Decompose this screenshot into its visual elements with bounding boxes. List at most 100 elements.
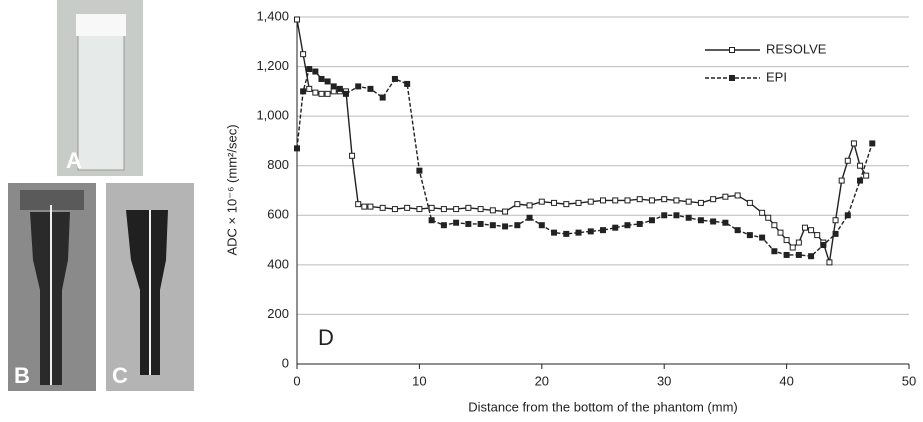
marker bbox=[765, 214, 772, 221]
marker bbox=[759, 209, 766, 216]
marker bbox=[722, 219, 729, 226]
marker bbox=[404, 204, 411, 211]
marker bbox=[661, 212, 668, 219]
marker bbox=[636, 220, 643, 227]
marker bbox=[648, 197, 655, 204]
marker bbox=[502, 223, 509, 230]
vial bbox=[77, 21, 125, 171]
marker bbox=[746, 199, 753, 206]
marker bbox=[685, 198, 692, 205]
marker bbox=[808, 227, 815, 234]
marker bbox=[428, 204, 435, 211]
marker bbox=[600, 227, 606, 234]
marker bbox=[624, 197, 631, 204]
marker bbox=[777, 229, 784, 236]
marker bbox=[367, 85, 374, 92]
y-axis-label: ADC × 10⁻⁶ (mm²/sec) bbox=[224, 124, 239, 255]
marker bbox=[477, 206, 484, 213]
marker bbox=[465, 204, 472, 211]
legend-label: RESOLVE bbox=[766, 41, 827, 56]
marker bbox=[857, 177, 864, 184]
marker bbox=[514, 222, 521, 229]
x-axis-label: Distance from the bottom of the phantom … bbox=[468, 399, 738, 414]
marker bbox=[294, 145, 300, 152]
legend-label: EPI bbox=[766, 69, 787, 84]
marker bbox=[826, 259, 833, 266]
marker bbox=[710, 196, 717, 203]
marker bbox=[759, 234, 766, 241]
marker bbox=[563, 230, 570, 237]
marker bbox=[330, 83, 337, 90]
marker bbox=[587, 228, 594, 235]
marker bbox=[300, 88, 307, 95]
marker bbox=[814, 232, 821, 239]
photo-label: B bbox=[14, 363, 30, 388]
legend-marker bbox=[729, 47, 735, 53]
marker bbox=[465, 220, 472, 227]
marker bbox=[771, 248, 778, 255]
marker bbox=[600, 197, 606, 204]
marker bbox=[869, 140, 876, 147]
marker bbox=[795, 251, 802, 258]
marker bbox=[734, 192, 741, 199]
marker bbox=[526, 202, 533, 209]
marker bbox=[857, 162, 864, 169]
marker bbox=[551, 229, 558, 236]
marker bbox=[838, 177, 845, 184]
marker bbox=[336, 85, 343, 92]
y-tick-label: 600 bbox=[267, 207, 289, 222]
marker bbox=[318, 75, 325, 82]
marker bbox=[697, 217, 704, 224]
marker bbox=[697, 199, 704, 206]
marker bbox=[330, 88, 337, 95]
marker bbox=[612, 197, 619, 204]
marker bbox=[477, 220, 484, 227]
marker bbox=[863, 172, 870, 179]
marker bbox=[575, 199, 582, 206]
marker bbox=[379, 204, 386, 211]
marker bbox=[367, 203, 374, 210]
marker bbox=[440, 206, 447, 213]
marker bbox=[300, 51, 307, 58]
y-tick-label: 200 bbox=[267, 306, 289, 321]
marker bbox=[391, 75, 398, 82]
marker bbox=[306, 66, 313, 73]
marker bbox=[789, 244, 796, 251]
marker bbox=[514, 201, 521, 208]
marker bbox=[453, 206, 460, 213]
marker bbox=[312, 68, 319, 75]
vial-cap bbox=[76, 14, 126, 36]
y-tick-label: 0 bbox=[282, 355, 289, 370]
marker bbox=[844, 157, 851, 164]
marker bbox=[324, 90, 331, 97]
x-tick-label: 50 bbox=[902, 373, 916, 388]
marker bbox=[850, 140, 857, 147]
y-tick-label: 400 bbox=[267, 256, 289, 271]
marker bbox=[391, 206, 398, 213]
legend-marker bbox=[729, 75, 735, 81]
marker bbox=[832, 217, 839, 224]
marker bbox=[648, 217, 655, 224]
marker bbox=[575, 229, 582, 236]
marker bbox=[820, 242, 827, 249]
marker bbox=[783, 237, 790, 244]
y-tick-label: 1,400 bbox=[256, 8, 289, 23]
marker bbox=[710, 218, 717, 225]
x-tick-label: 20 bbox=[535, 373, 549, 388]
marker bbox=[587, 198, 594, 205]
marker bbox=[783, 251, 790, 258]
marker bbox=[661, 196, 668, 203]
photo-label: C bbox=[112, 363, 128, 388]
marker bbox=[489, 207, 496, 214]
marker bbox=[342, 90, 349, 97]
marker bbox=[404, 80, 411, 87]
marker bbox=[551, 199, 558, 206]
marker bbox=[294, 16, 300, 23]
marker bbox=[453, 219, 460, 226]
marker bbox=[355, 83, 362, 90]
marker bbox=[428, 217, 435, 224]
marker bbox=[722, 193, 729, 200]
marker bbox=[808, 253, 815, 260]
marker bbox=[771, 222, 778, 229]
y-tick-label: 1,200 bbox=[256, 58, 289, 73]
